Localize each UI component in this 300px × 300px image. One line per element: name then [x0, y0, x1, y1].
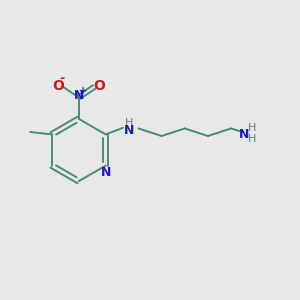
Text: N: N — [239, 128, 249, 141]
Text: H: H — [248, 124, 256, 134]
Text: N: N — [124, 124, 135, 137]
Text: H: H — [125, 118, 134, 128]
Text: N: N — [74, 89, 84, 102]
Text: O: O — [94, 79, 105, 92]
Text: N: N — [101, 166, 112, 178]
Text: +: + — [80, 86, 88, 96]
Text: O: O — [52, 79, 64, 92]
Text: -: - — [59, 72, 64, 85]
Text: H: H — [248, 134, 256, 144]
